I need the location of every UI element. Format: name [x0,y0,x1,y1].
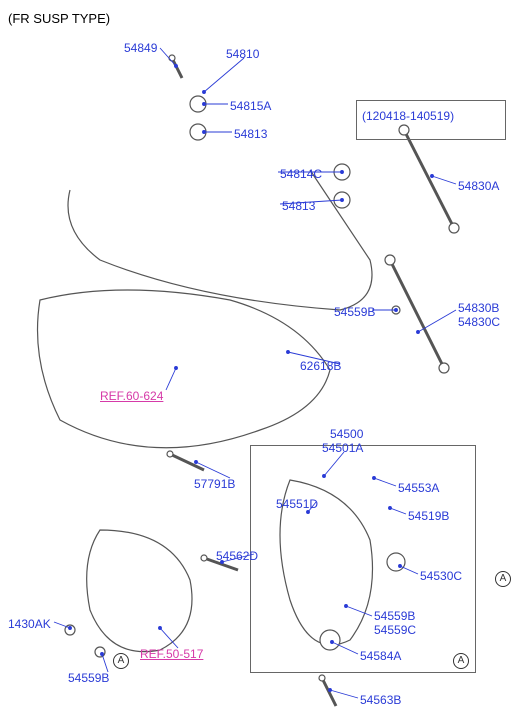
label-l54562D: 54562D [216,550,258,562]
label-l54584A: 54584A [360,650,401,662]
parts-diagram-canvas: (FR SUSP TYPE) 54849 54810 54815A 54813 54814… [0,0,524,727]
label-l54551D: 54551D [276,498,318,510]
section-mark-1: A [495,571,511,587]
control-arm-detail-box [250,445,476,673]
label-l54813b: 54813 [282,200,315,212]
label-l62618B: 62618B [300,360,341,372]
label-l54813a: 54813 [234,128,267,140]
label-l54849: 54849 [124,42,157,54]
section-mark-0: A [113,653,129,669]
label-title: (FR SUSP TYPE) [8,12,110,25]
label-l57791B: 57791B [194,478,235,490]
label-linset: (120418-140519) [362,110,454,122]
label-l54530C: 54530C [420,570,462,582]
label-l54814C: 54814C [280,168,322,180]
label-l1430AK: 1430AK [8,618,51,630]
label-l54519B: 54519B [408,510,449,522]
label-l54559Bc: 54559B [68,672,109,684]
label-l54810: 54810 [226,48,259,60]
label-l54559Ba: 54559B [334,306,375,318]
section-mark-2: A [453,653,469,669]
label-l54559Bb: 54559B [374,610,415,622]
label-l54815A: 54815A [230,100,271,112]
label-l54830B: 54830B [458,302,499,314]
label-l54559C: 54559C [374,624,416,636]
label-l54553A: 54553A [398,482,439,494]
label-ref50: REF.50-517 [140,648,203,660]
label-l54501A: 54501A [322,442,363,454]
label-l54830C: 54830C [458,316,500,328]
label-ref60: REF.60-624 [100,390,163,402]
label-l54563B: 54563B [360,694,401,706]
label-l54500: 54500 [330,428,363,440]
label-l54830A: 54830A [458,180,499,192]
